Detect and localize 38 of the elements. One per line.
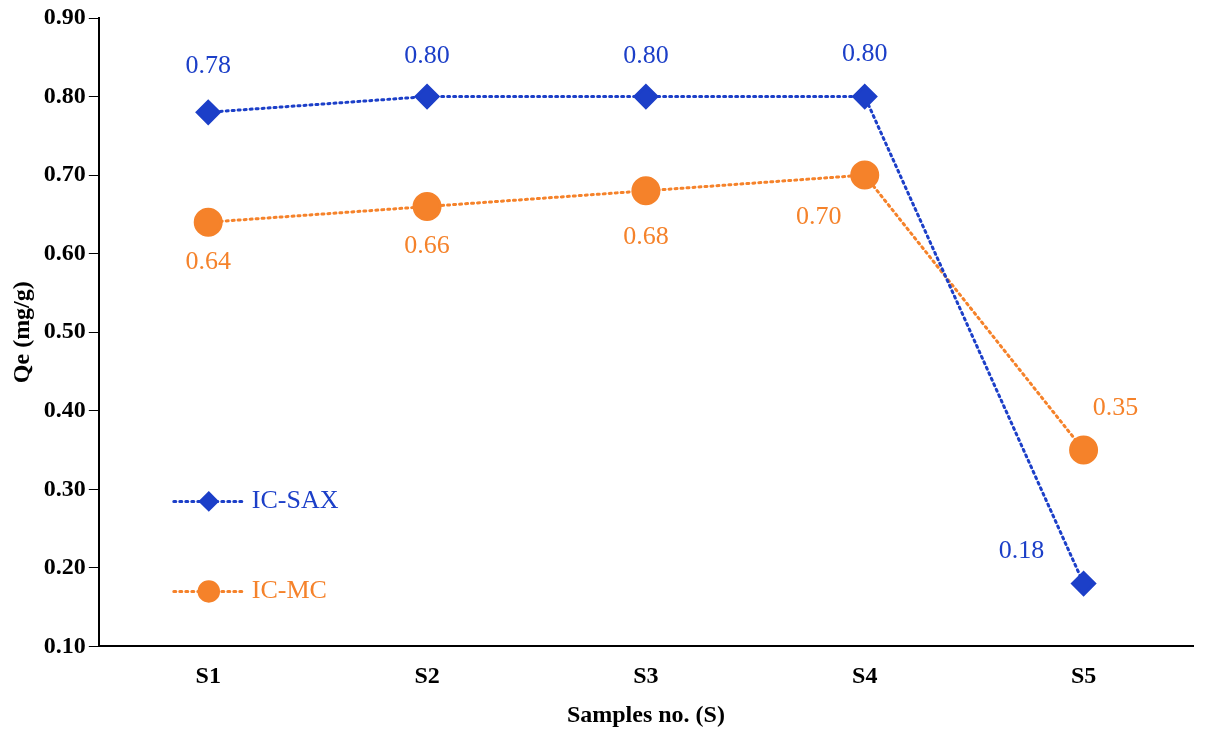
point: [193, 207, 223, 237]
data-label: 0.35: [1092, 391, 1139, 421]
x-axis-title: Samples no. (S): [566, 700, 725, 727]
y-tick-label: 0.80: [43, 81, 86, 108]
y-tick-label: 0.70: [43, 160, 86, 187]
data-label: 0.80: [623, 40, 669, 70]
y-tick-label: 0.40: [43, 395, 86, 422]
data-label: 0.78: [185, 50, 231, 80]
data-label: 0.70: [795, 200, 842, 230]
data-label: 0.66: [404, 230, 450, 260]
data-label: 0.80: [841, 38, 888, 68]
y-axis-title: Qe (mg/g): [7, 281, 34, 384]
legend-label: IC-MC: [251, 575, 327, 605]
y-tick-label: 0.20: [43, 553, 86, 580]
legend-label: IC-SAX: [251, 485, 339, 515]
x-tick-label: S3: [633, 662, 659, 688]
point: [852, 84, 878, 110]
data-label: 0.64: [185, 246, 231, 276]
x-tick-label: S1: [195, 662, 221, 688]
y-tick-label: 0.10: [43, 631, 86, 658]
point: [414, 84, 440, 110]
x-tick-label: S4: [852, 662, 878, 688]
x-tick-label: S5: [1070, 662, 1097, 688]
point: [1069, 435, 1099, 465]
point: [1071, 571, 1097, 597]
data-label: 0.80: [404, 40, 450, 70]
y-tick-label: 0.50: [43, 317, 86, 344]
point: [633, 84, 659, 110]
point: [631, 176, 661, 206]
data-label: 0.18: [998, 535, 1045, 565]
y-tick-label: 0.30: [43, 474, 86, 501]
y-tick-label: 0.90: [43, 3, 86, 30]
point: [412, 192, 442, 222]
point: [195, 99, 221, 125]
data-label: 0.68: [623, 220, 669, 250]
point: [850, 160, 880, 190]
x-tick-label: S2: [414, 662, 440, 688]
y-tick-label: 0.60: [43, 238, 86, 265]
